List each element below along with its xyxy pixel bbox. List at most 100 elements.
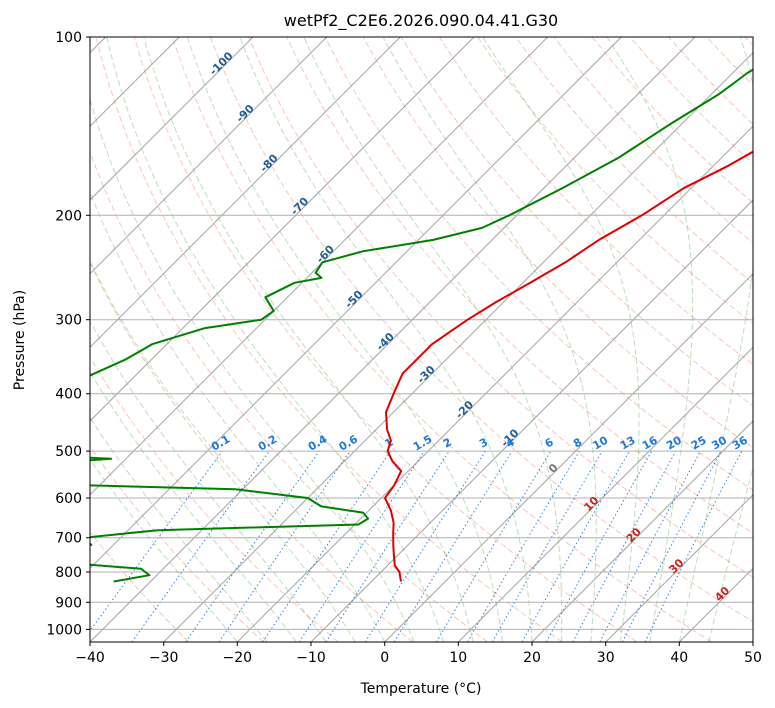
mixing-ratio-line xyxy=(325,450,450,642)
mixing-ratio-line xyxy=(185,450,320,642)
moist-adiabat xyxy=(239,37,533,642)
isotherm-label: -30 xyxy=(415,363,438,386)
dry-adiabat xyxy=(90,150,488,642)
moist-adiabat xyxy=(606,37,694,642)
mixing-ratio-line xyxy=(572,450,677,642)
dry-adiabat xyxy=(400,37,753,407)
isotherm-line xyxy=(752,641,753,642)
isotherm-label: -40 xyxy=(374,330,397,353)
y-tick-label: 800 xyxy=(55,565,82,581)
moist-adiabat xyxy=(90,458,238,642)
isotherm-line xyxy=(90,37,328,275)
x-tick-label: 30 xyxy=(597,650,615,666)
isotherm-line xyxy=(384,272,753,642)
mixing-ratio-label: 13 xyxy=(618,434,638,453)
mixing-ratio-label: 0.4 xyxy=(306,432,330,453)
isotherm-line xyxy=(605,493,753,642)
y-tick-label: 700 xyxy=(55,531,82,547)
x-tick-label: 0 xyxy=(380,650,389,666)
y-axis-ticks: 100 200 300 400 500 600 700 800 900 1000 xyxy=(46,30,90,638)
isotherm-line xyxy=(678,567,753,642)
isotherm-line xyxy=(90,37,549,496)
mixing-ratio-line xyxy=(90,450,223,632)
mixing-ratio-label: 16 xyxy=(640,433,660,452)
mixing-ratio-label: 6 xyxy=(543,435,556,450)
dry-adiabat xyxy=(591,37,753,204)
x-tick-label: 10 xyxy=(449,650,467,666)
x-tick-label: −20 xyxy=(223,650,253,666)
isotherm-line xyxy=(90,37,401,349)
isotherm-line xyxy=(90,37,696,642)
y-tick-label: 900 xyxy=(55,595,82,611)
y-tick-label: 600 xyxy=(55,491,82,507)
background-lines xyxy=(90,37,753,642)
mixing-ratio-line xyxy=(545,450,653,642)
mixing-ratio-line xyxy=(298,450,425,642)
dry-adiabat xyxy=(95,37,563,642)
dry-adiabat xyxy=(706,37,753,86)
moist-adiabat xyxy=(382,37,597,642)
mixing-ratio-line xyxy=(521,450,630,642)
mixing-ratio-label: 10 xyxy=(590,433,610,452)
mixing-ratio-line xyxy=(435,450,552,642)
isotherm-line xyxy=(90,37,254,201)
mixing-ratio-line xyxy=(131,450,270,642)
y-tick-label: 400 xyxy=(55,387,82,403)
moist-adiabat xyxy=(90,190,386,642)
isotherm-line xyxy=(236,125,753,642)
x-axis-ticks: −40 −30 −20 −10 0 10 20 30 40 50 xyxy=(75,642,762,666)
mixing-ratio-label: 25 xyxy=(689,434,709,453)
isotherm-label: 30 xyxy=(666,556,686,576)
x-axis-label: Temperature (°C) xyxy=(360,681,482,697)
mixing-ratio-line xyxy=(218,450,351,642)
isotherm-line xyxy=(90,37,475,422)
mixing-ratio-label: 36 xyxy=(730,433,750,452)
mixing-ratio-label: 3 xyxy=(477,436,490,451)
isotherm-label: -80 xyxy=(257,151,280,174)
mixing-ratio-label: 0.6 xyxy=(337,432,361,453)
y-tick-label: 1000 xyxy=(46,622,82,638)
y-tick-label: 200 xyxy=(55,208,82,224)
plot-frame xyxy=(89,36,754,643)
x-tick-label: −10 xyxy=(296,650,326,666)
mixing-ratio-label: 0.1 xyxy=(209,433,232,454)
isotherm-label: 40 xyxy=(712,584,732,604)
x-tick-label: −30 xyxy=(149,650,179,666)
mixing-ratio-label: 30 xyxy=(709,433,729,452)
mixing-ratio-line xyxy=(262,450,392,642)
moist-adiabat xyxy=(90,261,356,642)
isotherm-line xyxy=(457,346,753,642)
dry-adiabat xyxy=(90,259,414,642)
dry-adiabat xyxy=(90,445,264,642)
isotherm-line xyxy=(310,199,753,642)
dry-adiabat xyxy=(248,37,753,578)
moist-adiabat xyxy=(187,37,503,642)
sounding-series xyxy=(90,68,753,583)
isotherm-label: -50 xyxy=(342,288,365,311)
isotherm-label: -90 xyxy=(234,102,257,125)
temperature-profile xyxy=(384,150,753,582)
moist-adiabat xyxy=(303,37,563,642)
isotherm-label: 20 xyxy=(624,525,644,545)
dry-adiabat xyxy=(210,37,753,623)
isotherm-label: 10 xyxy=(581,494,601,514)
dry-adiabat xyxy=(90,531,190,642)
mixing-ratio-line xyxy=(467,450,580,642)
y-tick-label: 500 xyxy=(55,444,82,460)
y-tick-label: 100 xyxy=(55,30,82,46)
x-tick-label: −40 xyxy=(75,650,105,666)
dry-adiabat xyxy=(438,37,753,366)
y-tick-label: 300 xyxy=(55,313,82,329)
dry-adiabat xyxy=(744,37,753,47)
mixing-ratio-line xyxy=(644,450,743,642)
mixing-ratio-labels: 0.1 0.2 0.4 0.6 1 1.5 2 3 4 6 8 10 13 16 20 25 30 36 xyxy=(209,432,750,453)
moist-adiabat xyxy=(678,37,753,642)
isotherm-line xyxy=(163,51,753,642)
mixing-ratio-line xyxy=(393,450,513,642)
moist-adiabat xyxy=(482,37,640,642)
moist-adiabat xyxy=(143,37,474,642)
dry-adiabat xyxy=(133,37,638,642)
x-tick-label: 20 xyxy=(523,650,541,666)
mixing-ratio-label: 1.5 xyxy=(411,433,434,454)
